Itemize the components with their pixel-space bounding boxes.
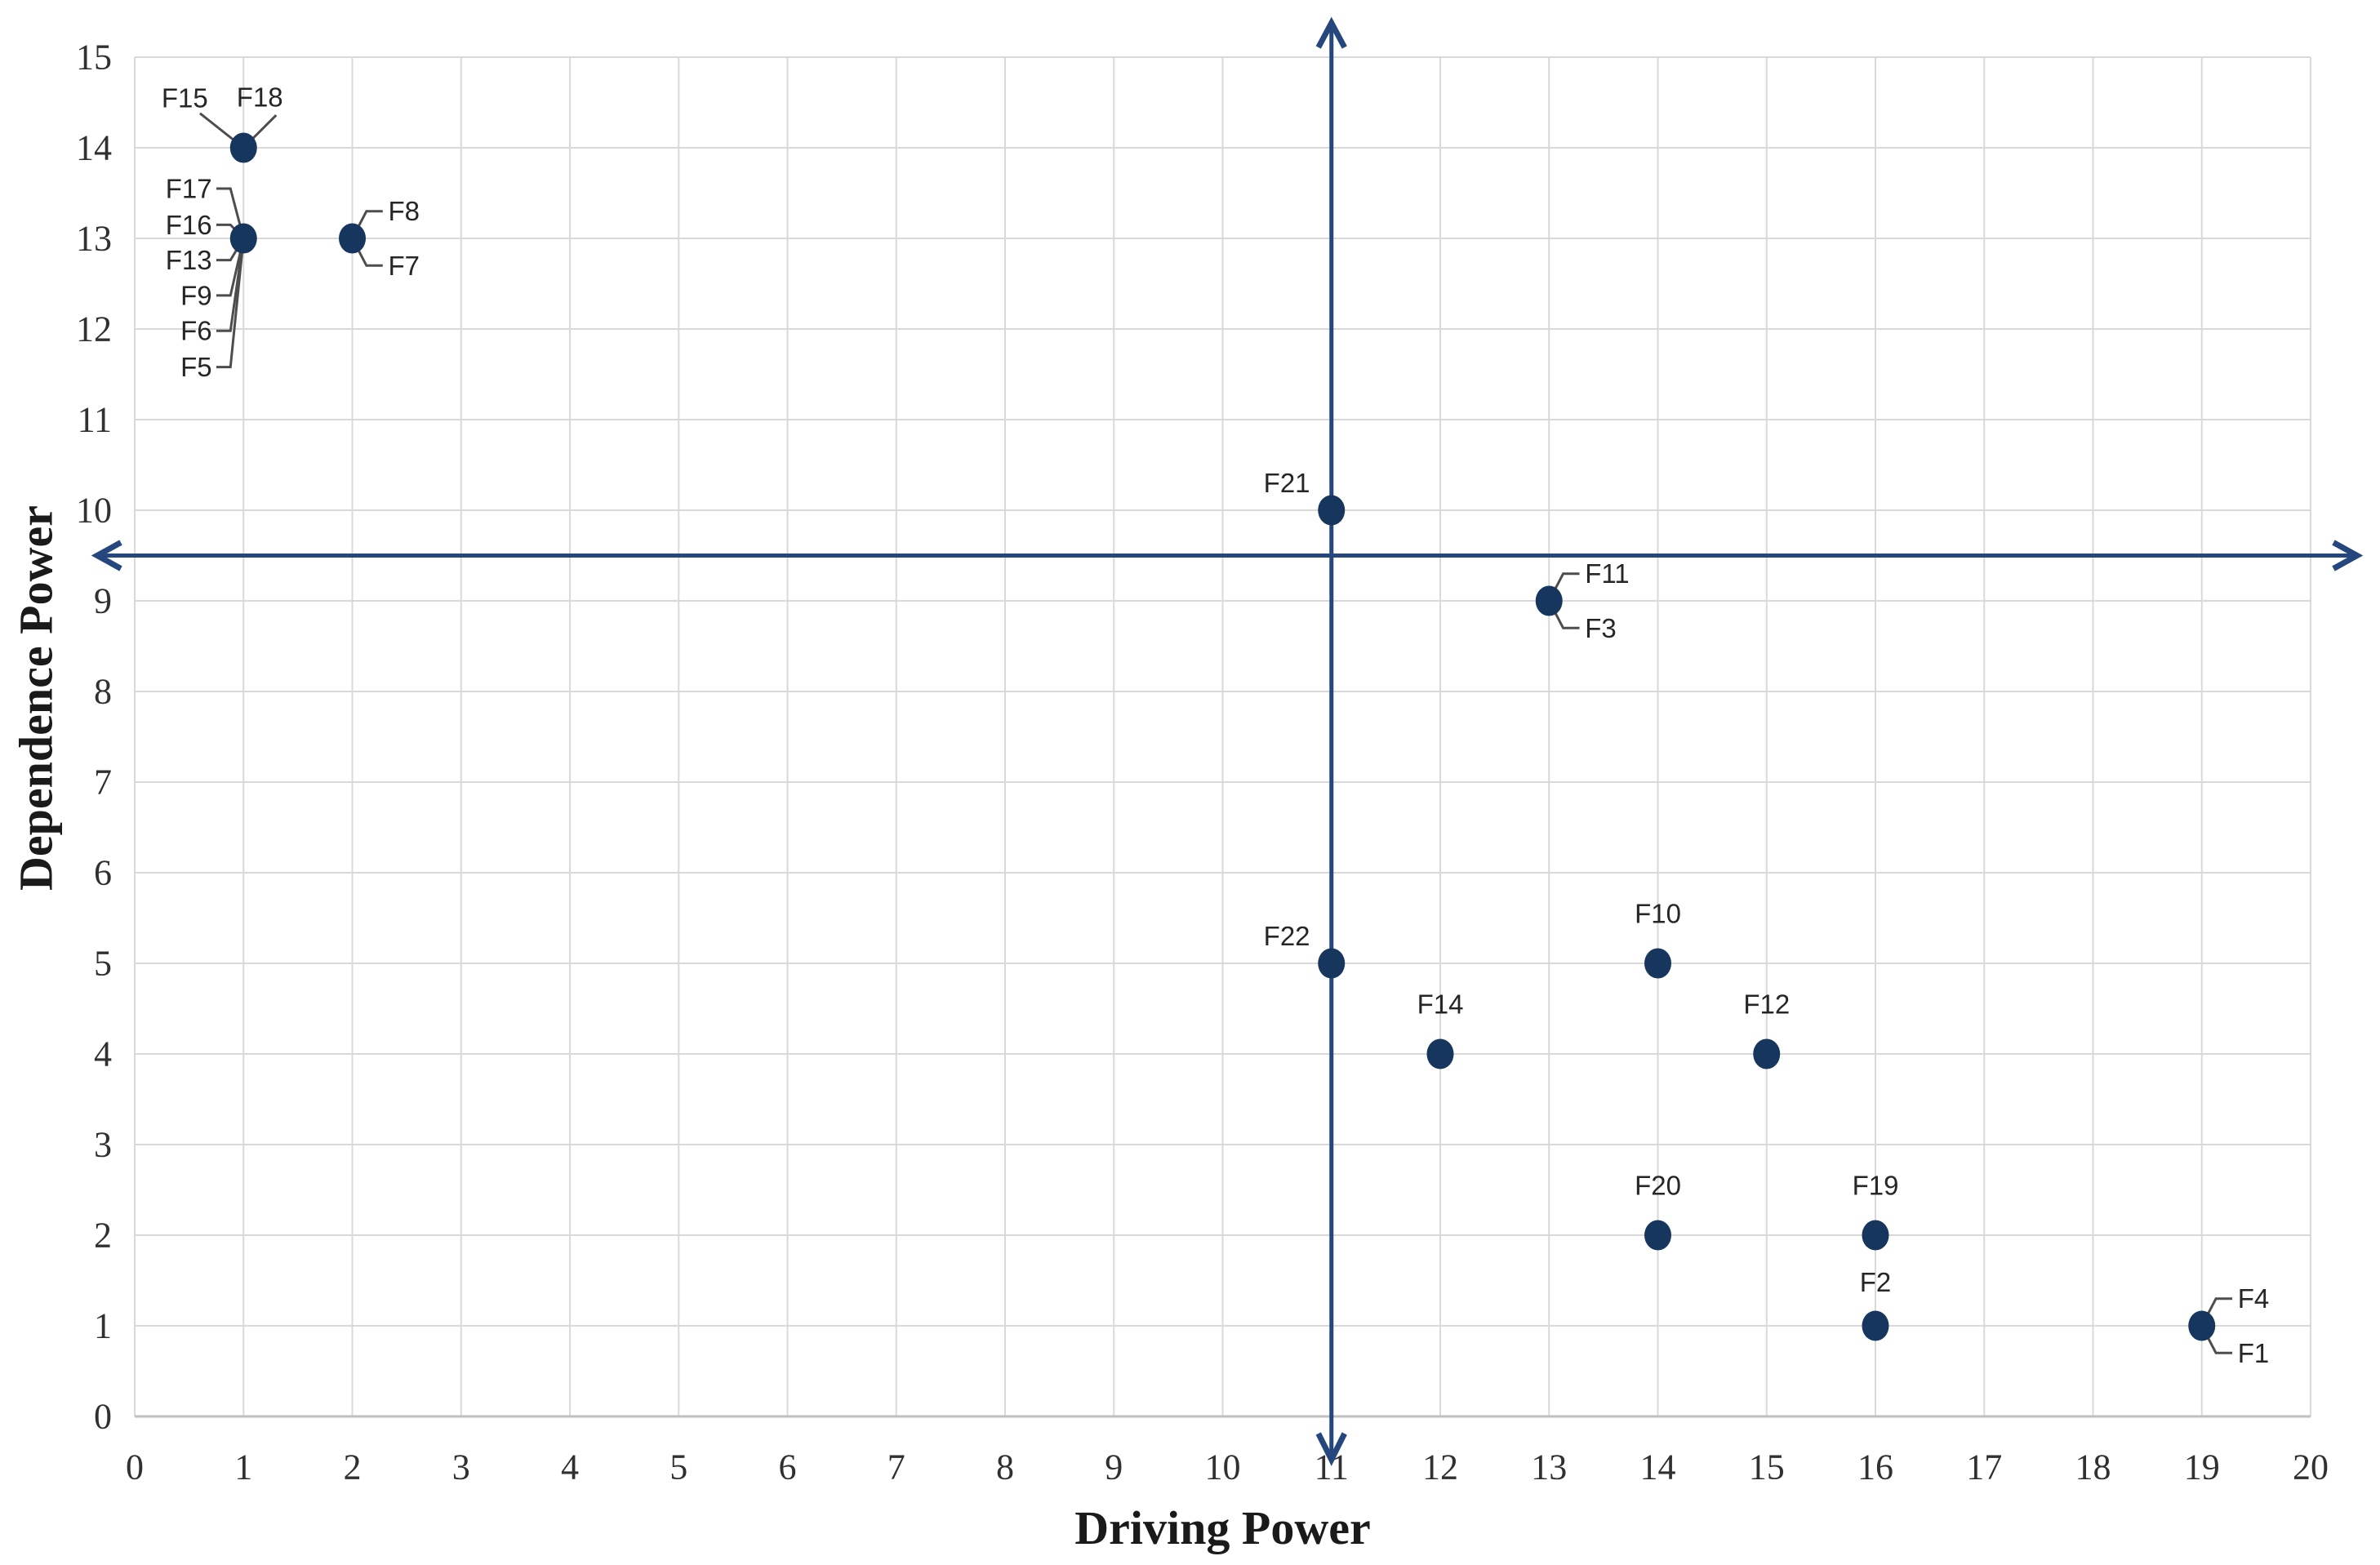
x-tick-20: 20 [2293, 1447, 2329, 1487]
x-tick-9: 9 [1105, 1447, 1123, 1487]
point-label-F14: F14 [1417, 989, 1464, 1019]
data-point-F21 [1318, 495, 1346, 526]
vertical-arrow-down-head [1315, 1432, 1347, 1466]
y-tick-6: 6 [94, 853, 112, 893]
point-label-F8: F8 [388, 196, 420, 226]
y-tick-12: 12 [76, 309, 112, 349]
x-tick-8: 8 [996, 1447, 1014, 1487]
point-label-F17: F17 [166, 173, 212, 203]
point-label-F10: F10 [1635, 898, 1681, 928]
point-label-F3: F3 [1585, 613, 1617, 643]
x-tick-5: 5 [670, 1447, 687, 1487]
data-point-F15-F18 [229, 132, 257, 163]
y-tick-8: 8 [94, 672, 112, 712]
point-label-F13: F13 [166, 245, 212, 275]
point-label-F21: F21 [1264, 468, 1310, 498]
point-label-F2: F2 [1860, 1267, 1892, 1297]
point-label-F18: F18 [237, 82, 283, 112]
point-label-F6: F6 [180, 316, 212, 346]
data-point-F20 [1644, 1220, 1671, 1251]
data-point-F12 [1753, 1038, 1781, 1069]
point-label-F7: F7 [388, 251, 420, 281]
x-tick-15: 15 [1749, 1447, 1785, 1487]
y-tick-5: 5 [94, 944, 112, 984]
y-tick-3: 3 [94, 1125, 112, 1165]
horizontal-arrow-right-head [2332, 540, 2364, 571]
data-point-F22 [1318, 948, 1346, 979]
point-label-F9: F9 [180, 280, 212, 310]
data-point-F19 [1862, 1220, 1889, 1251]
y-tick-0: 0 [94, 1397, 112, 1437]
data-point-F10 [1644, 948, 1671, 979]
point-label-F11: F11 [1585, 558, 1629, 589]
y-tick-9: 9 [94, 581, 112, 621]
point-label-F5: F5 [180, 352, 212, 382]
point-label-F19: F19 [1853, 1170, 1899, 1200]
x-tick-7: 7 [887, 1447, 905, 1487]
point-label-F22: F22 [1264, 921, 1310, 951]
x-tick-14: 14 [1640, 1447, 1676, 1487]
x-tick-18: 18 [2075, 1447, 2111, 1487]
x-tick-1: 1 [234, 1447, 252, 1487]
data-point-F14 [1426, 1038, 1454, 1069]
data-point-F4-F1 [2188, 1310, 2216, 1341]
y-tick-2: 2 [94, 1216, 112, 1256]
data-point-F2 [1862, 1310, 1889, 1341]
x-tick-17: 17 [1966, 1447, 2002, 1487]
y-tick-15: 15 [76, 38, 112, 78]
y-tick-11: 11 [78, 400, 112, 440]
leader-line-7 [216, 238, 245, 369]
horizontal-arrow-left-head [91, 540, 122, 571]
x-tick-4: 4 [561, 1447, 579, 1487]
leader-line-5 [216, 238, 245, 297]
x-tick-6: 6 [779, 1447, 797, 1487]
y-tick-13: 13 [76, 219, 112, 259]
leader-line-2 [216, 187, 245, 239]
y-axis-title: Dependence Power [9, 505, 63, 891]
y-tick-1: 1 [94, 1306, 112, 1346]
x-tick-19: 19 [2184, 1447, 2220, 1487]
y-tick-4: 4 [94, 1034, 112, 1074]
point-label-F4: F4 [2238, 1283, 2270, 1314]
x-tick-2: 2 [344, 1447, 362, 1487]
data-point-F17-F16-F13-F9-F6-F5 [229, 223, 257, 254]
data-point-F8-F7 [339, 223, 366, 254]
x-tick-12: 12 [1422, 1447, 1458, 1487]
y-tick-10: 10 [76, 491, 112, 531]
y-tick-14: 14 [76, 128, 112, 168]
point-label-F15: F15 [162, 82, 208, 113]
vertical-arrow-up-head [1315, 16, 1347, 49]
point-label-F12: F12 [1743, 989, 1790, 1019]
x-tick-16: 16 [1857, 1447, 1893, 1487]
x-tick-13: 13 [1531, 1447, 1567, 1487]
y-tick-7: 7 [94, 762, 112, 803]
point-label-F16: F16 [166, 210, 212, 240]
x-tick-10: 10 [1205, 1447, 1241, 1487]
x-tick-0: 0 [126, 1447, 144, 1487]
point-label-F20: F20 [1635, 1170, 1681, 1200]
point-label-F1: F1 [2238, 1338, 2270, 1368]
data-point-F11-F3 [1535, 585, 1563, 616]
x-tick-3: 3 [452, 1447, 470, 1487]
x-axis-title: Driving Power [1074, 1501, 1371, 1554]
